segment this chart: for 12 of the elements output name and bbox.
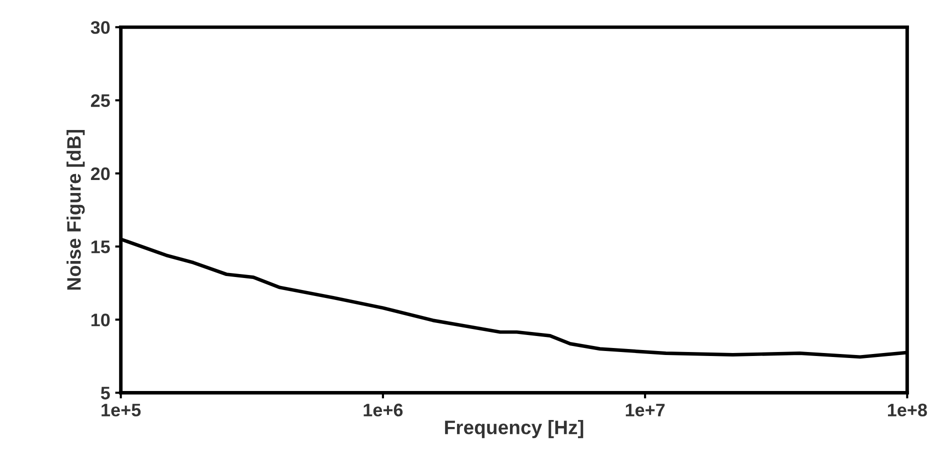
y-tick-label: 15	[91, 240, 110, 254]
x-tick-label: 1e+7	[626, 404, 665, 416]
y-tick-label: 10	[91, 314, 110, 326]
y-tick-label: 5	[100, 386, 110, 400]
x-tick-label: 1e+5	[102, 404, 141, 416]
y-tick-label: 20	[90, 167, 110, 180]
y-tick-label: 25	[90, 94, 110, 108]
x-tick-label: 1e+8	[888, 404, 927, 416]
y-tick-label: 30	[90, 21, 110, 34]
x-tick-label: 1e+6	[364, 404, 403, 416]
x-axis-title: Frequency [Hz]	[445, 420, 584, 438]
y-axis-title: Noise Figure [dB]	[66, 130, 85, 290]
